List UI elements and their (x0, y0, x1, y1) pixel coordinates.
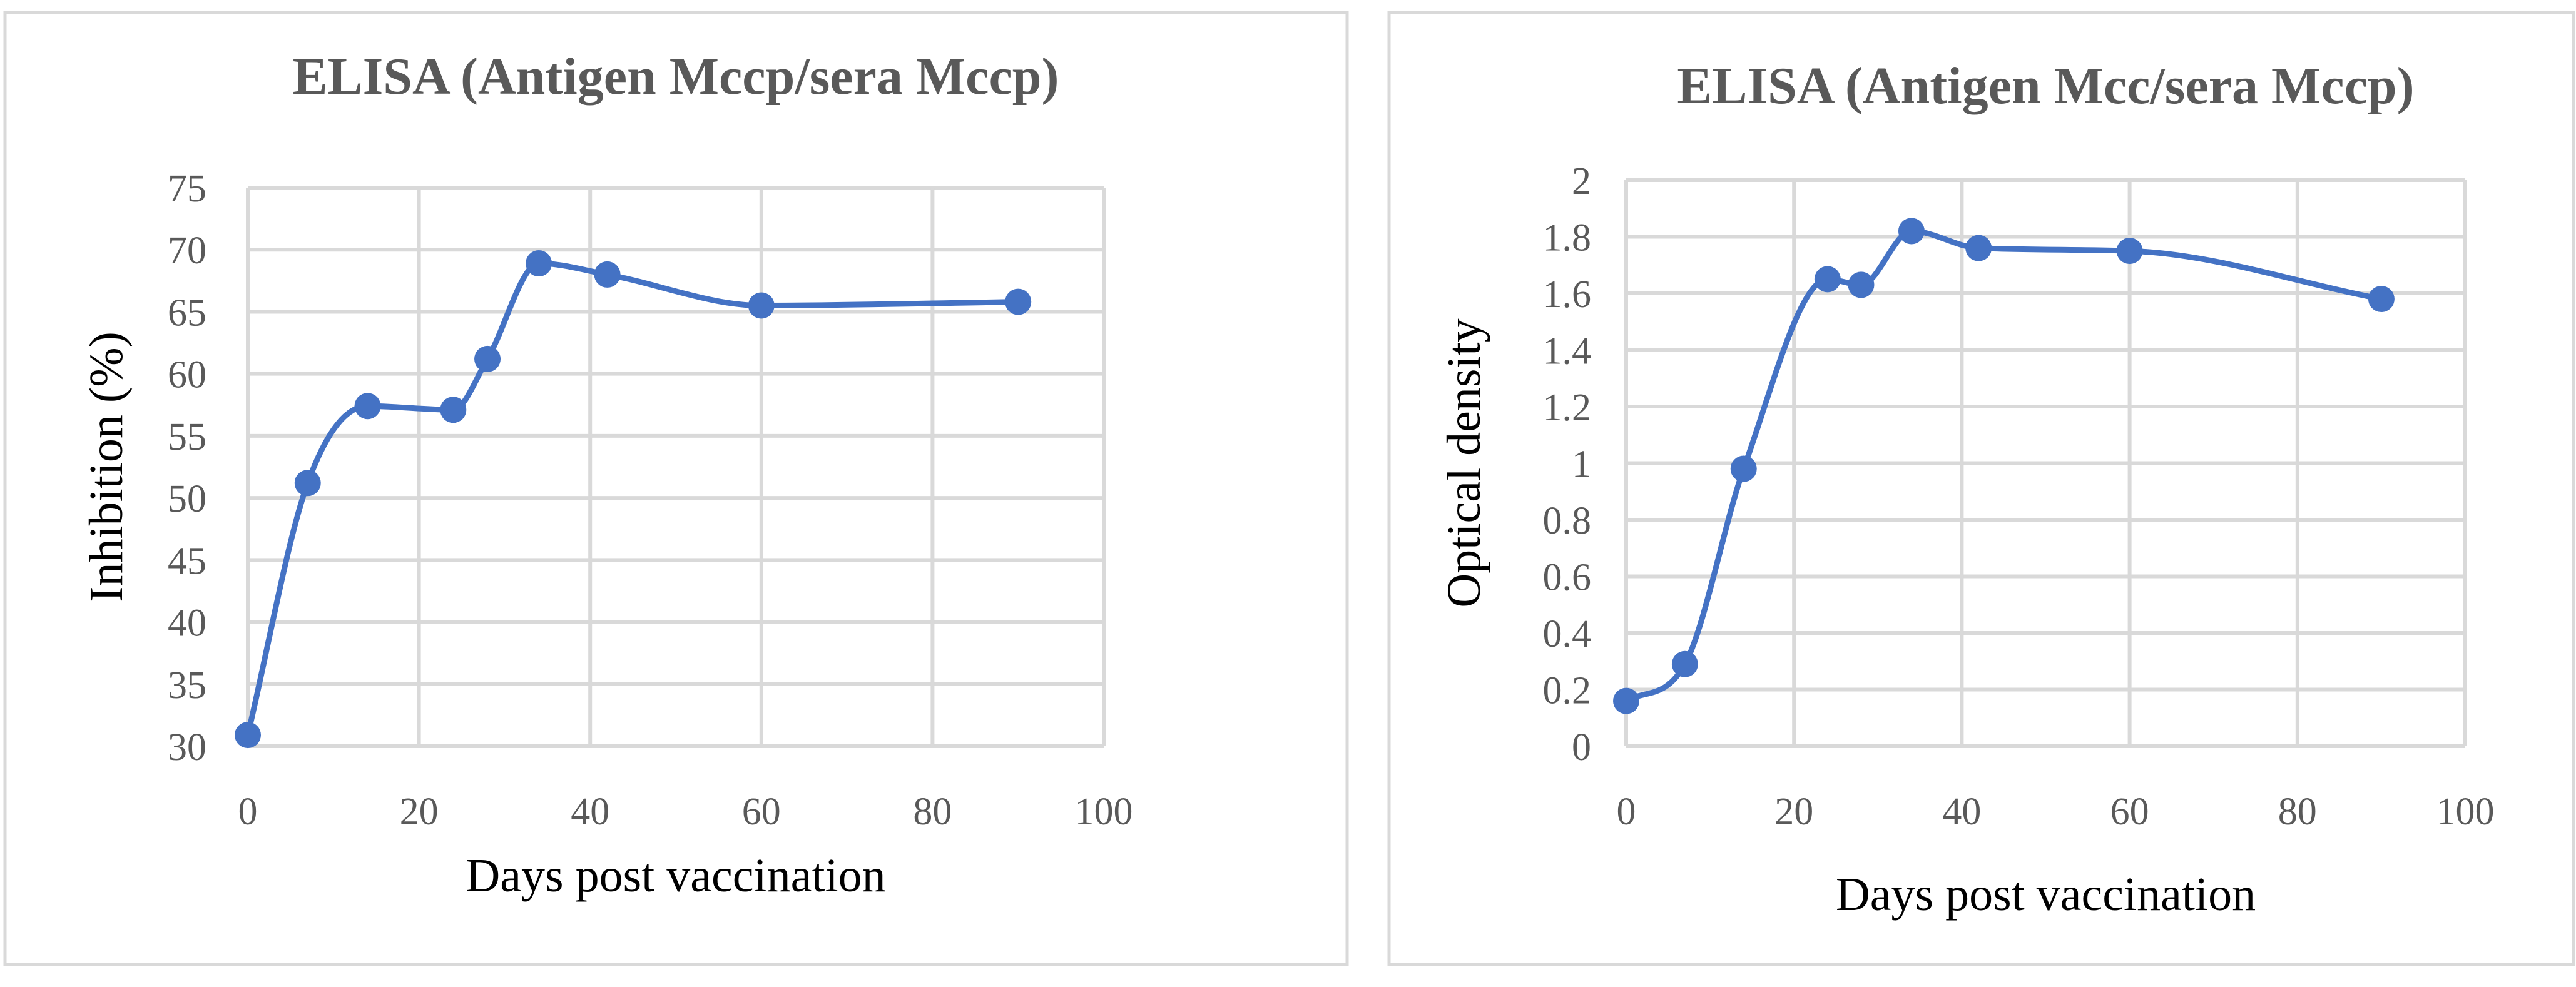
data-point (2368, 286, 2395, 313)
data-point (235, 722, 261, 749)
y-tick-label: 75 (168, 168, 206, 210)
y-tick-label: 50 (168, 478, 206, 520)
chart-frame (1387, 11, 2575, 966)
x-tick-label: 20 (1774, 791, 1813, 833)
data-point (1965, 235, 1992, 261)
chart-title: ELISA (Antigen Mcc/sera Mccp) (1677, 57, 2414, 115)
y-tick-label: 1.2 (1543, 387, 1592, 429)
x-tick-label: 80 (2278, 791, 2317, 833)
y-tick-label: 70 (168, 230, 206, 272)
y-tick-label: 65 (168, 291, 206, 334)
y-tick-label: 55 (168, 416, 206, 458)
chart-1: ELISA (Antigen Mccp/sera Mccp) 30 35 40 45 50… (3, 11, 1349, 966)
y-tick-label: 0.4 (1543, 613, 1592, 655)
y-tick-label: 60 (168, 354, 206, 397)
x-tick-label: 20 (400, 791, 439, 833)
data-point (748, 292, 775, 319)
chart-title: ELISA (Antigen Mccp/sera Mccp) (293, 48, 1059, 106)
y-tick-label: 45 (168, 540, 206, 582)
x-axis-label: Days post vaccination (466, 849, 885, 902)
y-tick-label: 40 (168, 602, 206, 645)
y-tick-label: 0 (1572, 726, 1591, 769)
data-point (1005, 288, 1032, 315)
y-tick-label: 35 (168, 664, 206, 707)
x-tick-label: 40 (1942, 791, 1981, 833)
y-tick-label: 0.6 (1543, 557, 1592, 599)
data-point (294, 470, 321, 497)
data-point (1814, 266, 1841, 293)
data-point (1898, 218, 1925, 245)
data-point (474, 345, 501, 372)
x-tick-label: 40 (571, 791, 609, 833)
y-tick-label: 1.4 (1543, 330, 1592, 373)
data-point (594, 261, 621, 288)
x-tick-label: 0 (238, 791, 258, 833)
y-axis-label: Inhibition (%) (80, 332, 133, 602)
y-tick-label: 30 (168, 726, 206, 769)
data-point (1671, 650, 1698, 677)
x-tick-label: 100 (2436, 791, 2495, 833)
x-tick-label: 100 (1075, 791, 1133, 833)
data-point (1730, 455, 1757, 482)
x-axis-label: Days post vaccination (1836, 868, 2256, 921)
y-tick-label: 0.8 (1543, 500, 1592, 542)
data-point (1613, 687, 1639, 714)
x-tick-label: 60 (742, 791, 781, 833)
chart-frame (3, 11, 1349, 966)
y-tick-label: 0.2 (1543, 670, 1592, 712)
chart-2: ELISA (Antigen Mcc/sera Mccp) 0 0.2 0.4 0.6 0… (1387, 11, 2575, 966)
y-tick-label: 1.8 (1543, 217, 1592, 260)
data-point (1848, 271, 1875, 298)
data-point (2116, 238, 2143, 265)
y-tick-label: 1.6 (1543, 273, 1592, 316)
y-tick-label: 2 (1572, 160, 1591, 203)
y-tick-label: 1 (1572, 443, 1591, 486)
data-point (354, 393, 381, 420)
data-point (526, 250, 552, 277)
x-tick-label: 80 (913, 791, 952, 833)
x-tick-label: 60 (2110, 791, 2149, 833)
data-point (440, 397, 467, 423)
x-tick-label: 0 (1617, 791, 1636, 833)
y-axis-label: Optical density (1438, 318, 1490, 607)
